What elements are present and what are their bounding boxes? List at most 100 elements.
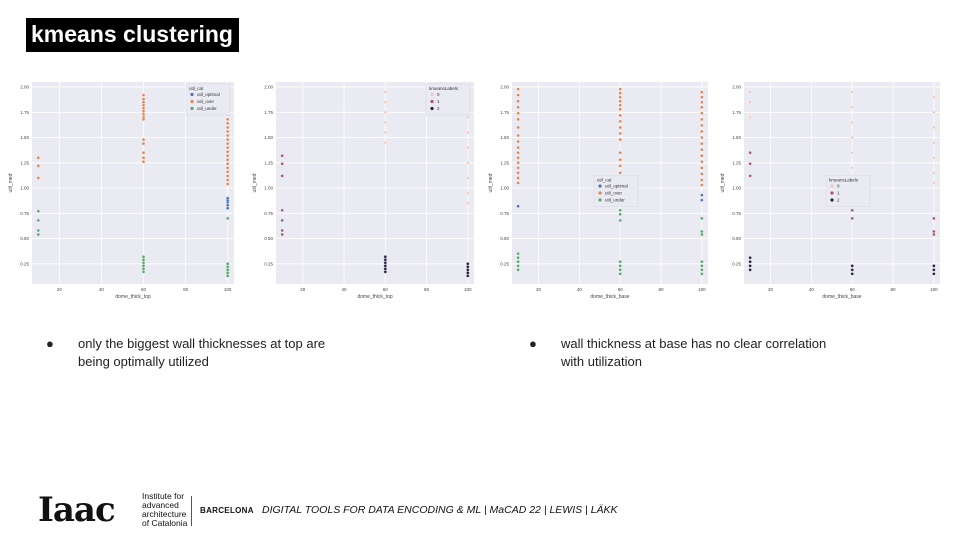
y-tick-label: 1.00: [500, 186, 509, 191]
data-point: [932, 272, 936, 276]
data-point: [280, 162, 284, 166]
footer-credits: DIGITAL TOOLS FOR DATA ENCODING & ML | M…: [262, 504, 618, 516]
y-tick-label: 0.25: [264, 261, 273, 266]
data-point: [466, 161, 470, 165]
y-tick-label: 0.50: [264, 236, 273, 241]
data-point: [516, 99, 520, 103]
data-point: [141, 156, 146, 160]
data-point: [383, 110, 387, 114]
legend-entry: util_under: [197, 106, 217, 111]
data-point: [700, 95, 704, 99]
plot-area: [32, 82, 234, 284]
data-point: [700, 216, 704, 221]
data-point: [618, 91, 622, 95]
bullet-line: being optimally utilized: [78, 354, 209, 369]
legend-entry: 1: [437, 99, 440, 104]
data-point: [618, 158, 622, 162]
data-point: [516, 256, 520, 260]
data-point: [932, 229, 936, 234]
data-point: [748, 264, 752, 268]
data-point: [618, 99, 622, 103]
data-point: [36, 228, 40, 233]
bullet-top-thickness: ● only the biggest wall thicknesses at t…: [46, 335, 366, 375]
data-point: [516, 111, 520, 115]
data-point: [466, 268, 470, 272]
data-point: [280, 208, 284, 212]
scatter-chart-top-util-cat: 0.25 0.50 0.75 1.00 1.25 1.50 1.75 2.00 20 40 60 80…: [6, 76, 238, 312]
x-tick-label: 60: [850, 287, 856, 292]
data-point: [618, 164, 622, 168]
data-point: [618, 125, 622, 130]
y-axis-label: util_med: [8, 173, 14, 192]
data-point: [226, 137, 230, 142]
data-point: [141, 160, 146, 164]
y-tick-label: 1.25: [264, 160, 273, 165]
x-tick-label: 60: [383, 287, 389, 292]
data-point: [700, 90, 704, 94]
data-point: [748, 260, 752, 264]
data-point: [932, 171, 936, 175]
y-tick-label: 1.00: [20, 186, 29, 191]
y-tick-label: 1.00: [264, 186, 273, 191]
scatter-chart-base-util-cat: 0.25 0.50 0.75 1.00 1.25 1.50 1.75 2.00 20 40 60 80…: [486, 76, 712, 312]
data-point: [280, 154, 284, 158]
data-point: [618, 87, 622, 91]
legend-entry: 0: [837, 184, 840, 189]
data-point: [748, 162, 752, 166]
data-point: [932, 264, 936, 268]
legend-marker: [830, 198, 834, 202]
data-point: [700, 105, 704, 109]
data-point: [516, 161, 520, 165]
y-tick-label: 0.50: [500, 236, 509, 241]
x-axis-label: dome_thick_top: [115, 294, 151, 300]
legend-box: [593, 175, 639, 207]
data-point: [850, 268, 854, 272]
data-point: [850, 105, 854, 109]
data-point: [141, 112, 146, 116]
data-point: [36, 209, 40, 213]
legend-entry: 0: [437, 92, 440, 97]
legend-title: kmeansLabels: [829, 178, 859, 183]
data-point: [226, 158, 230, 162]
data-point: [226, 170, 230, 174]
data-point: [850, 208, 854, 212]
bullet-line: with utilization: [561, 354, 642, 369]
data-point: [932, 216, 936, 221]
data-point: [618, 272, 622, 276]
data-point: [516, 156, 520, 160]
bullet-line: only the biggest wall thicknesses at top…: [78, 336, 326, 351]
data-point: [226, 150, 230, 154]
data-point: [226, 141, 230, 146]
x-tick-label: 20: [536, 287, 542, 292]
data-point: [618, 113, 622, 117]
data-point: [226, 121, 230, 126]
data-point: [748, 151, 752, 155]
data-point: [36, 232, 40, 237]
x-tick-label: 100: [698, 287, 706, 292]
data-point: [850, 272, 854, 276]
institute-line: advanced: [142, 500, 179, 510]
y-tick-label: 1.50: [20, 135, 29, 140]
y-tick-label: 1.75: [20, 110, 29, 115]
y-tick-label: 1.75: [264, 110, 273, 115]
plot-area: [276, 82, 474, 284]
data-point: [700, 123, 704, 128]
data-point: [618, 137, 622, 142]
data-point: [700, 135, 704, 140]
y-tick-label: 1.25: [732, 160, 741, 165]
data-point: [516, 264, 520, 268]
data-point: [36, 164, 40, 168]
x-axis-label: dome_thick_base: [822, 294, 861, 300]
legend-marker: [430, 106, 434, 111]
data-point: [516, 93, 520, 97]
data-point: [516, 125, 520, 130]
data-point: [141, 255, 146, 259]
data-point: [226, 182, 230, 186]
data-point: [280, 232, 284, 237]
data-point: [700, 198, 704, 202]
data-point: [383, 90, 387, 94]
data-point: [618, 260, 622, 264]
data-point: [141, 151, 146, 155]
data-point: [700, 232, 704, 237]
legend-marker: [598, 184, 602, 188]
